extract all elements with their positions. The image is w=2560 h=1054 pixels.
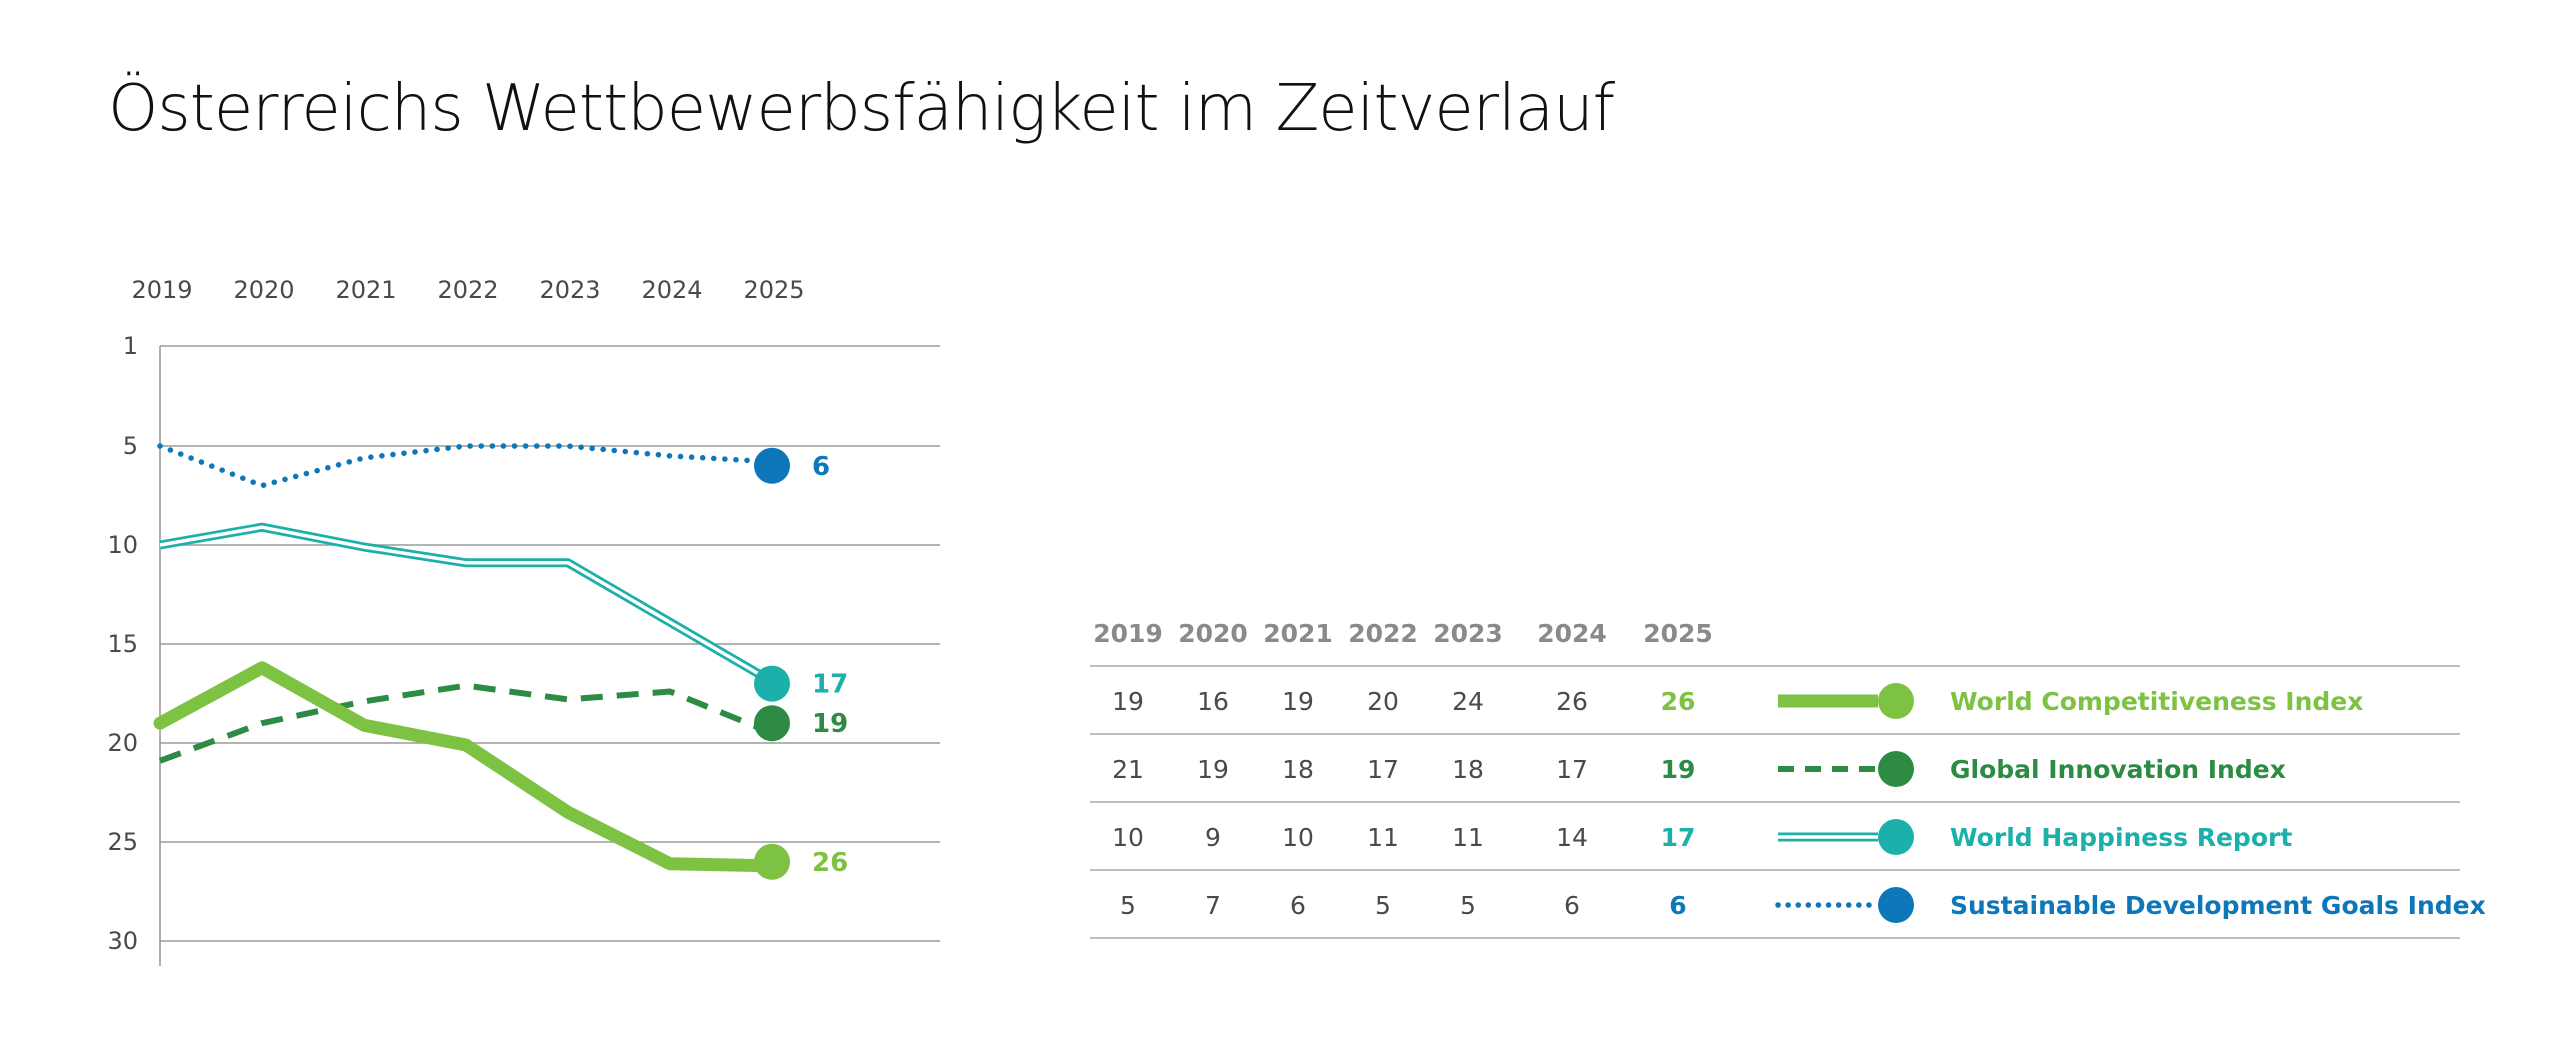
table-row: 5 7 6 5 5 6 6 Sustainable Development Goals Ind… (1120, 887, 2486, 923)
legend-swatch (1778, 683, 1914, 719)
y-tick-label: 10 (107, 531, 138, 559)
legend-series-name: World Happiness Report (1950, 823, 2292, 852)
y-tick-label: 5 (123, 432, 138, 460)
series-end-label: 26 (812, 848, 848, 878)
legend-series-name: Global Innovation Index (1950, 755, 2286, 784)
table-cell: 21 (1112, 755, 1144, 784)
table-row: 19 16 19 20 24 26 26 World Competitiveness Inde… (1112, 683, 2363, 719)
table-header-cell: 2023 (1433, 619, 1503, 648)
table-cell: 9 (1205, 823, 1221, 852)
y-tick-label: 15 (107, 630, 138, 658)
x-tick-label: 2020 (233, 276, 294, 304)
legend-marker (1878, 751, 1914, 787)
table-cell: 11 (1367, 823, 1399, 852)
series-end-label: 6 (812, 452, 830, 482)
table-header-cell: 2022 (1348, 619, 1418, 648)
table-header-cell: 2024 (1537, 619, 1607, 648)
table-cell: 19 (1661, 755, 1696, 784)
table-cell: 5 (1120, 891, 1136, 920)
series-end-label: 17 (812, 670, 848, 700)
x-tick-label: 2025 (743, 276, 804, 304)
table-header-cell: 2019 (1093, 619, 1163, 648)
series-line (159, 522, 775, 686)
table-cell: 6 (1669, 891, 1686, 920)
table-cell: 6 (1290, 891, 1306, 920)
table-cell: 11 (1452, 823, 1484, 852)
table-header-cell: 2025 (1643, 619, 1713, 648)
x-tick-label: 2023 (539, 276, 600, 304)
table-cell: 24 (1452, 687, 1484, 716)
table-header-cell: 2020 (1178, 619, 1248, 648)
table-cell: 7 (1205, 891, 1221, 920)
legend-swatch (1778, 751, 1914, 787)
series-dashed (158, 682, 790, 764)
legend-swatch (1775, 887, 1914, 923)
legend-marker (1878, 887, 1914, 923)
y-tick-label: 1 (123, 332, 138, 360)
series-end-label: 19 (812, 709, 848, 739)
series-end-marker (754, 843, 790, 880)
chart-series (153, 443, 790, 880)
table-cell: 17 (1367, 755, 1399, 784)
legend-series-name: Sustainable Development Goals Index (1950, 891, 2486, 920)
series-dotted (157, 443, 790, 489)
table-cell: 18 (1282, 755, 1314, 784)
x-tick-label: 2024 (641, 276, 702, 304)
series-thick-solid (153, 661, 790, 880)
table-cell: 10 (1112, 823, 1144, 852)
table-cell: 6 (1564, 891, 1580, 920)
series-line-inner (159, 525, 773, 684)
y-tick-label: 20 (107, 729, 138, 757)
table-cell: 19 (1282, 687, 1314, 716)
table-cell: 20 (1367, 687, 1399, 716)
series-end-marker (754, 705, 790, 742)
series-line (153, 661, 779, 873)
table-cell: 19 (1112, 687, 1144, 716)
table-row: 10 9 10 11 11 14 17 World Happiness Report (1112, 819, 2292, 855)
table-cell: 18 (1452, 755, 1484, 784)
table-cell: 16 (1197, 687, 1229, 716)
table-row: 21 19 18 17 18 17 19 Global Innovation Index (1112, 751, 2286, 787)
x-tick-label: 2022 (437, 276, 498, 304)
x-axis-ticks: 2019 2020 2021 2022 2023 2024 2025 (131, 276, 804, 304)
x-tick-label: 2021 (335, 276, 396, 304)
y-tick-label: 25 (107, 828, 138, 856)
end-labels: 6 17 19 26 (812, 452, 848, 878)
table-cell: 17 (1556, 755, 1588, 784)
series-end-marker (754, 447, 790, 484)
table-header-cell: 2021 (1263, 619, 1333, 648)
table-cell: 26 (1556, 687, 1588, 716)
legend-swatch (1778, 819, 1914, 855)
legend-series-name: World Competitiveness Index (1950, 687, 2363, 716)
table-cell: 17 (1661, 823, 1696, 852)
y-tick-label: 30 (107, 927, 138, 955)
table-cell: 26 (1661, 687, 1696, 716)
legend-marker (1878, 683, 1914, 719)
series-line (158, 682, 774, 764)
series-double (159, 522, 790, 702)
table-cell: 5 (1460, 891, 1476, 920)
table-cell: 19 (1197, 755, 1229, 784)
x-tick-label: 2019 (131, 276, 192, 304)
table-cell: 14 (1556, 823, 1588, 852)
page-title: Österreichs Wettbewerbsfähigkeit im Zeit… (108, 72, 1615, 146)
table-cell: 5 (1375, 891, 1391, 920)
table-cell: 10 (1282, 823, 1314, 852)
legend-marker (1878, 819, 1914, 855)
series-line (157, 443, 775, 489)
series-end-marker (754, 665, 790, 702)
